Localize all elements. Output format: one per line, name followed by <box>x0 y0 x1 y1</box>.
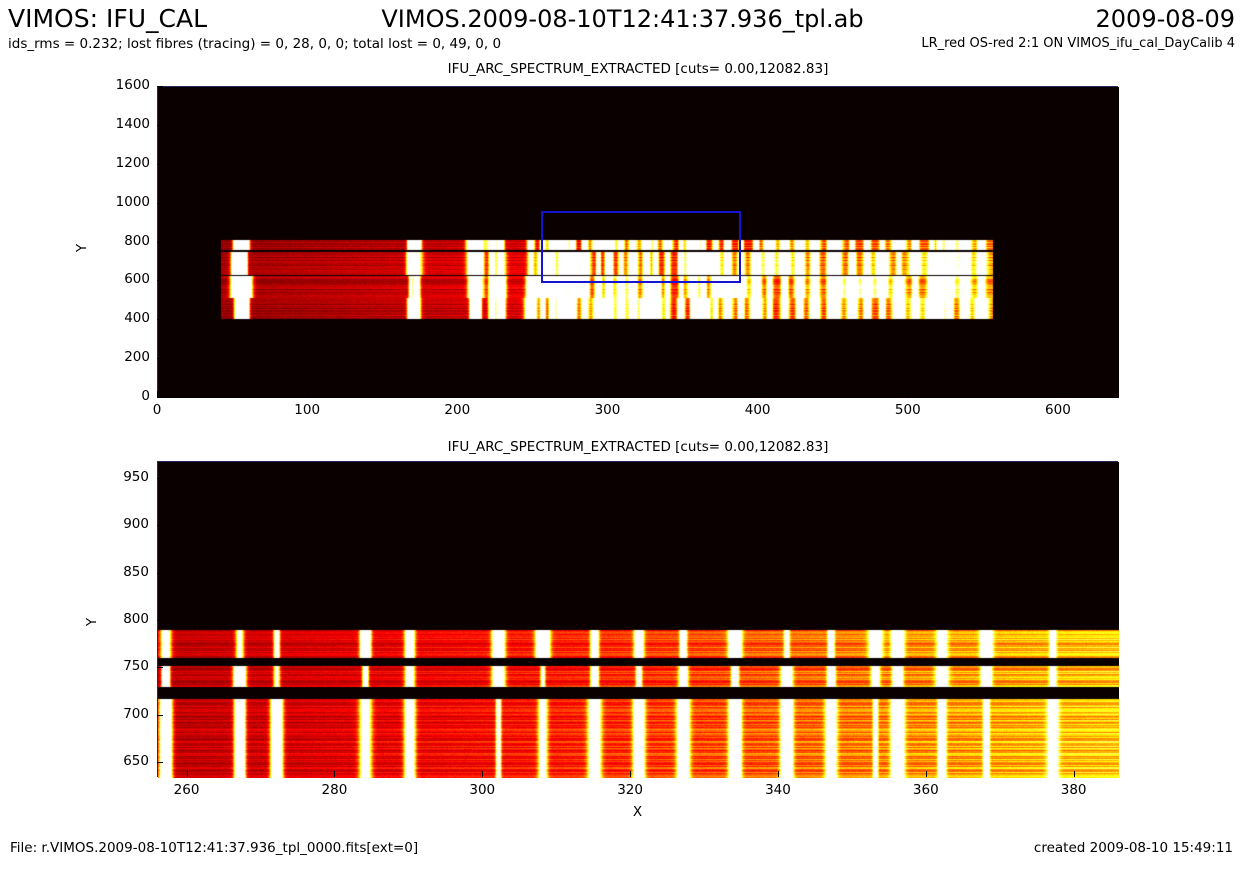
zoom-selection-box[interactable] <box>540 211 741 284</box>
axis-tick-label: 850 <box>123 563 149 580</box>
axis-tick-mark <box>187 771 188 777</box>
axis-tick-mark <box>908 391 909 397</box>
created-timestamp-label: created 2009-08-10 15:49:11 <box>1033 840 1233 856</box>
axis-tick-mark <box>157 358 163 359</box>
axis-tick-label: 1200 <box>115 154 150 171</box>
axis-tick-label: 750 <box>123 658 149 675</box>
zoom-y-axis-label: Y <box>84 617 101 627</box>
axis-tick-mark <box>482 771 483 777</box>
axis-tick-mark <box>457 391 458 397</box>
zoom-heatmap-panel[interactable] <box>157 461 1119 778</box>
axis-tick-label: 300 <box>594 402 621 418</box>
axis-tick-mark <box>157 280 163 281</box>
overview-plot-title: IFU_ARC_SPECTRUM_EXTRACTED [cuts= 0.00,1… <box>447 61 829 77</box>
axis-tick-label: 200 <box>124 349 150 366</box>
axis-tick-mark <box>157 667 163 668</box>
axis-tick-label: 1400 <box>115 115 150 132</box>
axis-tick-label: 650 <box>123 752 149 769</box>
zoom-spectrum-image <box>158 462 1119 778</box>
zoom-plot-title: IFU_ARC_SPECTRUM_EXTRACTED [cuts= 0.00,1… <box>447 439 829 455</box>
axis-tick-label: 400 <box>124 310 150 327</box>
axis-tick-label: 900 <box>123 516 149 533</box>
axis-tick-label: 950 <box>123 469 149 486</box>
axis-tick-mark <box>157 125 163 126</box>
axis-tick-mark <box>334 771 335 777</box>
axis-tick-mark <box>157 573 163 574</box>
overview-spectrum-image <box>158 87 1119 398</box>
axis-tick-label: 380 <box>1060 782 1087 798</box>
axis-tick-mark <box>157 164 163 165</box>
axis-tick-label: 200 <box>444 402 471 418</box>
axis-tick-mark <box>778 771 779 777</box>
axis-tick-mark <box>157 762 163 763</box>
axis-tick-label: 1000 <box>115 193 150 210</box>
axis-tick-label: 800 <box>124 232 150 249</box>
axis-tick-label: 700 <box>123 705 149 722</box>
axis-tick-mark <box>157 715 163 716</box>
axis-tick-mark <box>157 397 163 398</box>
axis-tick-mark <box>758 391 759 397</box>
axis-tick-mark <box>630 771 631 777</box>
axis-tick-mark <box>157 203 163 204</box>
axis-tick-label: 500 <box>894 402 921 418</box>
overview-heatmap-panel[interactable] <box>157 86 1119 398</box>
axis-tick-label: 100 <box>294 402 321 418</box>
axis-tick-label: 400 <box>744 402 771 418</box>
axis-tick-mark <box>157 478 163 479</box>
instrument-title: VIMOS: IFU_CAL <box>8 4 207 33</box>
axis-tick-mark <box>307 391 308 397</box>
axis-tick-mark <box>157 391 158 397</box>
axis-tick-label: 280 <box>321 782 348 798</box>
axis-tick-mark <box>607 391 608 397</box>
dataset-title: VIMOS.2009-08-10T12:41:37.936_tpl.ab <box>381 5 864 33</box>
source-file-label: File: r.VIMOS.2009-08-10T12:41:37.936_tp… <box>10 840 419 856</box>
axis-tick-mark <box>1074 771 1075 777</box>
axis-tick-label: 260 <box>173 782 200 798</box>
axis-tick-mark <box>1058 391 1059 397</box>
axis-tick-mark <box>157 242 163 243</box>
axis-tick-mark <box>926 771 927 777</box>
overview-y-axis-label: Y <box>74 243 91 253</box>
axis-tick-mark <box>157 319 163 320</box>
axis-tick-label: 800 <box>123 610 149 627</box>
observation-date: 2009-08-09 <box>1095 5 1235 33</box>
axis-tick-mark <box>157 86 163 87</box>
axis-tick-label: 600 <box>124 271 150 288</box>
overview-spectrum-canvas <box>158 87 1119 398</box>
axis-tick-label: 600 <box>1045 402 1071 418</box>
qc-summary-text: ids_rms = 0.232; lost fibres (tracing) =… <box>8 36 502 52</box>
axis-tick-mark <box>157 620 163 621</box>
axis-tick-label: 340 <box>765 782 791 798</box>
axis-tick-label: 0 <box>152 402 162 418</box>
instrument-setup-text: LR_red OS-red 2:1 ON VIMOS_ifu_cal_DayCa… <box>921 36 1235 51</box>
zoom-spectrum-canvas <box>158 462 1119 778</box>
axis-tick-label: 1600 <box>115 77 150 93</box>
axis-tick-label: 0 <box>141 388 150 404</box>
axis-tick-label: 300 <box>469 782 496 798</box>
axis-tick-mark <box>157 525 163 526</box>
axis-tick-label: 360 <box>912 782 939 798</box>
axis-tick-label: 320 <box>617 782 643 798</box>
zoom-x-axis-label: X <box>632 804 643 820</box>
